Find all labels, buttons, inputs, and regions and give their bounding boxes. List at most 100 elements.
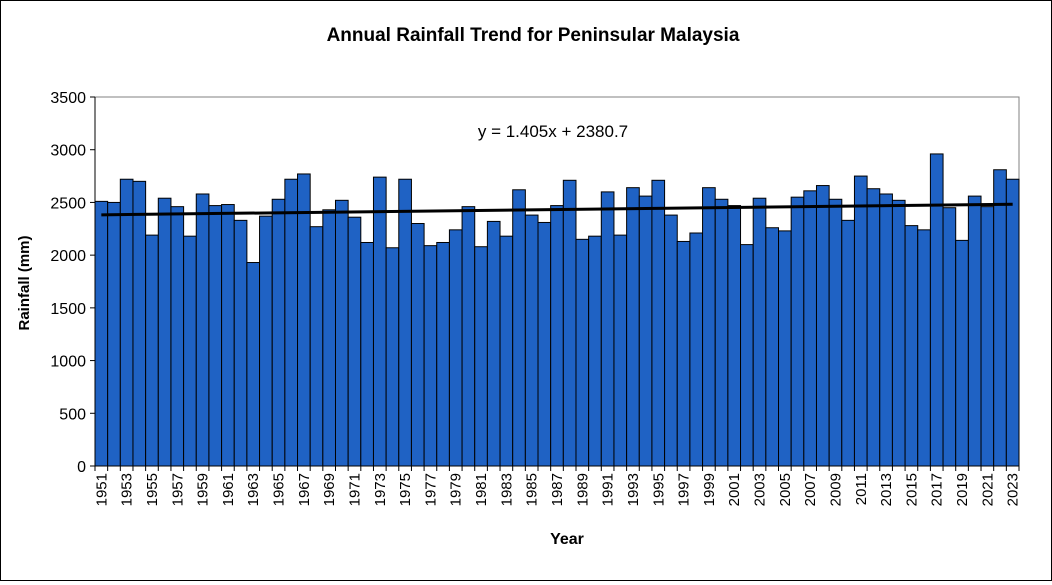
x-tick-label-2021: 2021 xyxy=(979,473,996,506)
x-tick-label-1989: 1989 xyxy=(574,473,591,506)
bar-1951 xyxy=(94,200,109,467)
x-tick-label-2009: 2009 xyxy=(827,473,844,506)
bar-1964 xyxy=(259,215,273,467)
x-tick-label-1983: 1983 xyxy=(498,473,515,506)
y-tick-label-2500: 2500 xyxy=(50,195,86,212)
bar-2007 xyxy=(803,190,817,467)
bar-1965 xyxy=(271,198,286,467)
bar-1974 xyxy=(385,247,400,467)
y-tick-label-1500: 1500 xyxy=(50,301,86,318)
bar-1998 xyxy=(689,232,704,467)
x-tick-label-1969: 1969 xyxy=(321,473,338,506)
x-tick-label-2019: 2019 xyxy=(954,473,971,506)
bar-1982 xyxy=(486,220,501,467)
chart-title: Annual Rainfall Trend for Peninsular Mal… xyxy=(327,25,740,46)
bar-1969 xyxy=(322,209,336,467)
x-tick-label-1991: 1991 xyxy=(600,473,617,506)
bar-2016 xyxy=(917,229,931,467)
bar-2000 xyxy=(714,198,729,467)
x-tick-label-1961: 1961 xyxy=(220,473,237,506)
y-tick-label-3000: 3000 xyxy=(50,143,86,160)
bar-1989 xyxy=(575,238,590,467)
trendline-equation: y = 1.405x + 2380.7 xyxy=(478,122,628,141)
bar-1978 xyxy=(436,241,450,467)
y-tick-label-1000: 1000 xyxy=(50,354,86,371)
bar-2004 xyxy=(765,227,780,467)
bar-1975 xyxy=(398,178,412,467)
bar-2002 xyxy=(740,244,754,467)
bar-1985 xyxy=(524,214,539,467)
x-tick-label-1993: 1993 xyxy=(625,473,642,506)
y-tick-label-2000: 2000 xyxy=(50,248,86,265)
bar-1990 xyxy=(588,235,602,467)
x-tick-label-1965: 1965 xyxy=(271,473,288,506)
x-tick-label-2001: 2001 xyxy=(726,473,743,506)
bar-1995 xyxy=(651,179,666,467)
y-tick-label-3500: 3500 xyxy=(50,90,86,107)
bar-2006 xyxy=(790,196,805,467)
bar-1994 xyxy=(638,195,653,467)
bar-1958 xyxy=(183,235,197,467)
x-tick-label-1953: 1953 xyxy=(119,473,136,506)
bar-1962 xyxy=(233,219,248,467)
bar-2017 xyxy=(929,153,944,467)
x-tick-label-1985: 1985 xyxy=(524,473,541,506)
bar-1979 xyxy=(448,229,463,467)
bar-1987 xyxy=(550,205,564,467)
bar-1971 xyxy=(347,216,362,467)
x-tick-label-2013: 2013 xyxy=(878,473,895,506)
bar-1973 xyxy=(372,176,387,467)
bar-1988 xyxy=(562,179,577,467)
x-tick-label-2003: 2003 xyxy=(752,473,769,506)
bar-2012 xyxy=(866,188,881,467)
x-tick-label-1959: 1959 xyxy=(195,473,212,506)
bar-2011 xyxy=(853,175,868,467)
x-tick-label-1979: 1979 xyxy=(448,473,465,506)
bar-1983 xyxy=(499,235,514,467)
x-tick-label-1963: 1963 xyxy=(245,473,262,506)
x-tick-label-1995: 1995 xyxy=(650,473,667,506)
bar-1993 xyxy=(626,187,640,467)
bar-1999 xyxy=(702,187,716,467)
bar-2001 xyxy=(727,205,742,467)
bar-2018 xyxy=(942,207,957,467)
trendline xyxy=(101,202,1013,217)
bar-2023 xyxy=(1005,178,1020,467)
bar-1980 xyxy=(461,206,476,467)
bar-2008 xyxy=(815,185,830,467)
x-tick-label-1957: 1957 xyxy=(169,473,186,506)
bar-1963 xyxy=(246,262,261,467)
bar-1957 xyxy=(170,206,185,467)
x-tick-label-1971: 1971 xyxy=(346,473,363,506)
bar-1984 xyxy=(512,189,526,467)
bar-1977 xyxy=(423,245,438,467)
x-tick-label-1981: 1981 xyxy=(473,473,490,506)
bar-2015 xyxy=(904,225,919,467)
bar-1992 xyxy=(613,234,628,467)
bar-2009 xyxy=(828,198,843,467)
bar-2021 xyxy=(980,206,995,467)
bar-2003 xyxy=(752,197,767,467)
x-tick-label-2005: 2005 xyxy=(777,473,794,506)
y-axis-label: Rainfall (mm) xyxy=(16,235,33,330)
bar-2022 xyxy=(993,169,1007,467)
x-tick-label-2011: 2011 xyxy=(853,473,870,505)
x-tick-label-2015: 2015 xyxy=(903,473,920,506)
bar-2013 xyxy=(879,193,893,467)
x-tick-label-2023: 2023 xyxy=(1005,473,1022,506)
y-tick-label-500: 500 xyxy=(59,406,86,423)
x-tick-label-1975: 1975 xyxy=(397,473,414,506)
x-tick-label-2017: 2017 xyxy=(929,473,946,506)
x-tick-label-2007: 2007 xyxy=(802,473,819,506)
bar-1961 xyxy=(221,204,235,467)
bar-1997 xyxy=(676,240,691,467)
x-axis-label: Year xyxy=(550,531,584,548)
bar-1960 xyxy=(208,205,223,467)
bar-2014 xyxy=(891,199,906,467)
x-tick-label-1973: 1973 xyxy=(372,473,389,506)
bar-1996 xyxy=(664,214,678,467)
bar-2010 xyxy=(841,219,855,467)
x-tick-label-1955: 1955 xyxy=(144,473,161,506)
